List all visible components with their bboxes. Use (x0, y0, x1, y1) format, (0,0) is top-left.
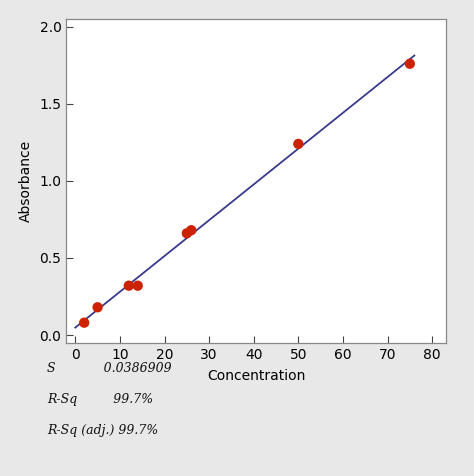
Point (406, 60, 414, 68)
Point (134, 282, 142, 289)
Point (125, 282, 133, 289)
Y-axis label: Absorbance: Absorbance (18, 140, 33, 222)
X-axis label: Concentration: Concentration (207, 368, 305, 383)
Text: R-Sq (adj.) 99.7%: R-Sq (adj.) 99.7% (47, 424, 159, 436)
Point (188, 227, 195, 234)
Point (81, 319, 88, 327)
Point (294, 140, 302, 148)
Text: S            0.0386909: S 0.0386909 (47, 362, 172, 375)
Point (183, 229, 191, 237)
Point (94, 304, 101, 311)
Text: R-Sq         99.7%: R-Sq 99.7% (47, 393, 154, 406)
